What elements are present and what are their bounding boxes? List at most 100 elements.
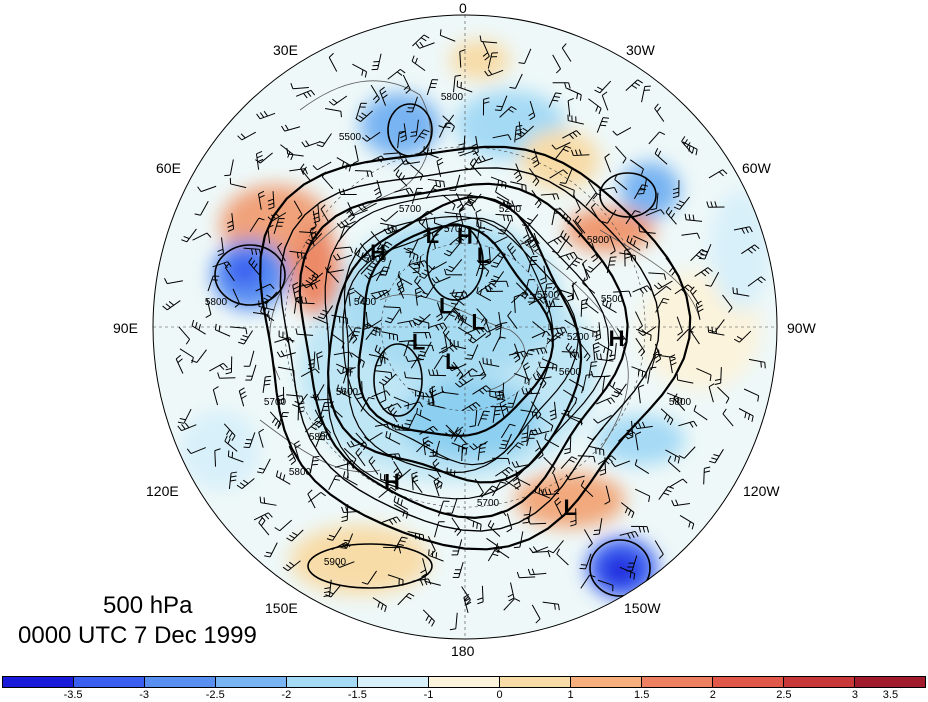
wind-barb — [411, 187, 423, 204]
wind-barb — [408, 259, 422, 276]
longitude-label-150w: 150W — [624, 600, 661, 616]
wind-barb — [476, 220, 493, 232]
wind-barb — [178, 326, 191, 345]
contour-line — [426, 223, 484, 301]
wind-barb — [397, 592, 415, 606]
wind-barb — [632, 285, 652, 294]
wind-barb — [512, 343, 521, 363]
wind-barb — [601, 209, 617, 224]
wind-barb — [593, 518, 603, 536]
contour-line — [324, 194, 610, 500]
wind-barb — [478, 360, 487, 380]
wind-barb — [224, 435, 238, 452]
wind-barb — [732, 287, 750, 297]
wind-barb — [499, 433, 512, 450]
wind-barb — [592, 342, 600, 361]
wind-barb — [275, 470, 291, 485]
wind-barb — [433, 355, 449, 370]
wind-barb — [245, 364, 257, 381]
wind-barb — [361, 131, 381, 142]
wind-barb — [743, 388, 760, 402]
wind-barb — [547, 298, 560, 314]
contour-line — [307, 543, 433, 589]
colorbar-tick-label: -1.5 — [347, 689, 367, 701]
wind-barb — [253, 512, 273, 522]
pressure-level-label: 500 hPa — [103, 592, 193, 619]
wind-barb — [626, 555, 638, 572]
wind-barb — [257, 458, 271, 474]
wind-barb — [427, 536, 436, 555]
wind-barb — [609, 235, 616, 255]
wind-barb — [428, 549, 444, 562]
colorbar-tick-label: 3.5 — [882, 689, 899, 701]
wind-barb — [597, 579, 614, 592]
wind-barb — [604, 153, 612, 173]
coastline — [519, 239, 629, 451]
wind-barb — [287, 445, 297, 465]
wind-barb — [507, 582, 515, 602]
wind-barb — [637, 384, 645, 404]
wind-barb — [632, 235, 649, 249]
graticule — [153, 15, 777, 639]
colorbar-segment — [145, 677, 216, 687]
wind-barb — [325, 584, 342, 598]
wind-barb — [601, 91, 609, 111]
wind-barb — [588, 180, 598, 200]
wind-barb — [411, 55, 426, 72]
wind-barb — [482, 357, 500, 367]
wind-barb — [708, 319, 725, 333]
wind-barb — [162, 300, 181, 311]
wind-barb — [197, 185, 217, 193]
wind-barb — [451, 442, 468, 455]
wind-barb — [561, 43, 572, 62]
wind-barb — [371, 53, 382, 71]
wind-barb — [393, 495, 409, 510]
valid-time-label: 0000 UTC 7 Dec 1999 — [18, 622, 257, 649]
wind-barb — [546, 235, 566, 245]
wind-barb — [469, 158, 482, 177]
wind-barb — [666, 392, 683, 405]
wind-barb — [465, 344, 479, 360]
wind-barb — [305, 272, 324, 284]
wind-barb — [405, 355, 425, 363]
wind-barb — [397, 319, 417, 327]
wind-barb — [413, 332, 432, 339]
wind-barb — [443, 307, 460, 321]
wind-barb — [443, 243, 461, 257]
wind-barb — [748, 358, 766, 369]
wind-barb — [634, 459, 650, 475]
contour-line — [298, 182, 629, 520]
contour-label: 5600 — [336, 387, 359, 398]
wind-barb — [514, 124, 523, 143]
longitude-label-180: 180 — [451, 643, 475, 659]
wind-barb — [243, 247, 262, 256]
wind-barb — [436, 302, 444, 322]
wind-barb — [554, 497, 563, 517]
colorbar-tick-label: 0 — [496, 689, 503, 701]
wind-barb — [566, 87, 582, 101]
wind-barb — [654, 148, 668, 165]
longitude-label-150e: 150E — [265, 600, 298, 616]
contour-label: 5600 — [364, 254, 387, 265]
colorbar-tick-label: 1.5 — [634, 689, 650, 701]
wind-barb — [264, 542, 278, 558]
wind-barb — [442, 194, 456, 211]
wind-barb — [259, 496, 277, 506]
wind-barb — [378, 373, 397, 386]
wind-barb — [714, 367, 722, 385]
wind-barb — [494, 95, 508, 112]
wind-barb — [596, 117, 610, 133]
contour-label: 5700 — [444, 224, 467, 235]
wind-barb — [360, 397, 375, 412]
wind-barb — [706, 201, 725, 208]
colorbar-segment — [713, 677, 784, 687]
wind-barb — [375, 266, 390, 282]
wind-barb — [570, 149, 590, 157]
wind-barb — [444, 268, 463, 276]
wind-barb — [191, 319, 206, 335]
wind-barb — [552, 54, 561, 74]
anomaly-patch — [520, 130, 600, 190]
wind-barb — [647, 366, 657, 384]
wind-barb — [690, 248, 708, 262]
wind-barb — [495, 466, 514, 477]
